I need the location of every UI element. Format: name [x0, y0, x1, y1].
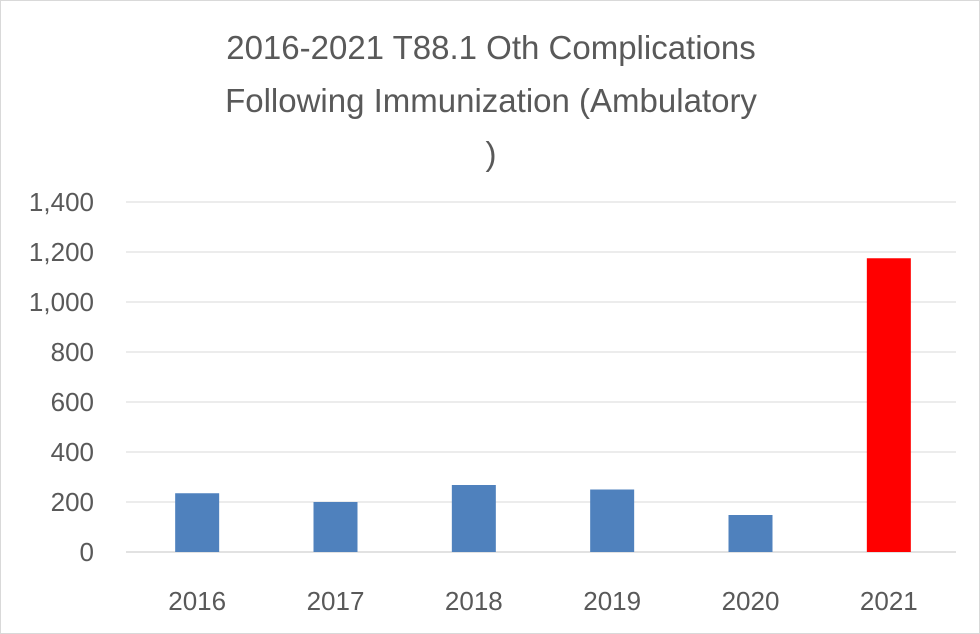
bars [175, 258, 911, 552]
bar-2017 [313, 502, 358, 552]
bar-2016 [175, 493, 220, 552]
chart-title-line-1: 2016-2021 T88.1 Oth Complications [226, 29, 756, 66]
chart-title-line-3: ) [485, 135, 497, 172]
y-tick-label-1200: 1,200 [29, 237, 94, 267]
x-tick-label-2021: 2021 [860, 586, 918, 616]
chart-title: 2016-2021 T88.1 Oth Complications Follow… [141, 21, 841, 180]
y-tick-label-1400: 1,400 [29, 187, 94, 217]
bar-2019 [590, 489, 635, 552]
bar-2021 [866, 258, 911, 552]
x-tick-label-2016: 2016 [168, 586, 226, 616]
x-tick-label-2020: 2020 [722, 586, 780, 616]
y-tick-label-1000: 1,000 [29, 287, 94, 317]
y-tick-label-200: 200 [51, 487, 94, 517]
bar-2018 [451, 485, 496, 552]
chart-title-line-2: Following Immunization (Ambulatory [225, 82, 757, 119]
bar-2020 [728, 515, 773, 552]
y-tick-label-0: 0 [80, 537, 94, 567]
y-tick-label-600: 600 [51, 387, 94, 417]
x-tick-label-2018: 2018 [445, 586, 503, 616]
y-tick-label-800: 800 [51, 337, 94, 367]
x-axis-ticks: 2016 2017 2018 2019 2020 2021 [168, 586, 918, 616]
y-axis-ticks: 0 200 400 600 800 1,000 1,200 1,400 [29, 187, 94, 567]
gridlines [126, 201, 956, 553]
y-tick-label-400: 400 [51, 437, 94, 467]
x-tick-label-2017: 2017 [307, 586, 365, 616]
x-tick-label-2019: 2019 [583, 586, 641, 616]
